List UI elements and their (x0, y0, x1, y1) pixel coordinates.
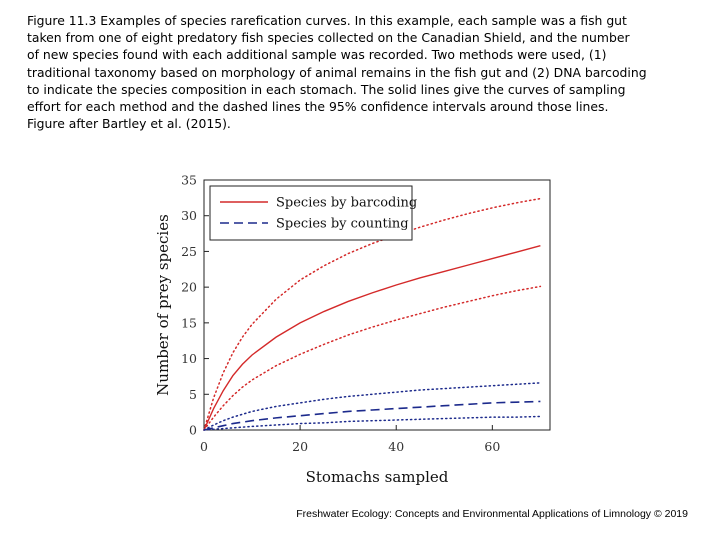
y-tick-label: 35 (181, 173, 197, 188)
caption-line: of new species found with each additiona… (27, 47, 607, 63)
counting-series-line (203, 400, 541, 431)
confidence-interval-line-barcoding (203, 197, 542, 431)
x-axis-label: Stomachs sampled (306, 468, 449, 486)
x-tick-label: 40 (388, 439, 404, 454)
plot-frame (203, 179, 551, 431)
caption-line: to indicate the species composition in e… (27, 81, 626, 97)
footer-credit: Freshwater Ecology: Concepts and Environ… (296, 508, 688, 520)
figure-caption: Figure 11.3 Examples of species rarefica… (27, 12, 697, 132)
chart-svg: 0 5 10 15 20 25 30 35 0 20 40 60 Stomachs sampled Num… (154, 173, 551, 486)
barcoding-series-line (203, 245, 541, 431)
confidence-interval-line-barcoding (203, 285, 542, 431)
legend-label-barcoding: Species by barcoding (276, 196, 417, 211)
y-axis-label: Number of prey species (154, 214, 172, 396)
x-tick-label: 60 (484, 439, 500, 454)
confidence-interval-line-counting (203, 382, 542, 431)
caption-line: Figure 11.3 Examples of species rarefica… (27, 13, 627, 28)
legend-label-counting: Species by counting (276, 217, 409, 232)
confidence-interval-line-counting (203, 415, 542, 431)
rarefaction-chart: 0 5 10 15 20 25 30 35 0 20 40 60 Stomachs sampled Num… (150, 168, 590, 498)
y-tick-label: 5 (189, 387, 197, 402)
y-tick-label: 10 (181, 351, 197, 366)
y-tick-label: 0 (189, 423, 197, 438)
y-tick-label: 20 (181, 280, 197, 295)
legend-box (209, 185, 413, 241)
caption-line: taken from one of eight predatory fish s… (27, 30, 630, 46)
x-tick-label: 20 (292, 439, 308, 454)
y-tick-label: 30 (181, 208, 197, 223)
y-tick-label: 15 (181, 315, 197, 330)
y-tick-label: 25 (181, 244, 197, 259)
x-tick-label: 0 (200, 439, 208, 454)
caption-line: Figure after Bartley et al. (2015). (27, 116, 231, 132)
caption-line: traditional taxonomy based on morphology… (27, 64, 647, 80)
caption-line: effort for each method and the dashed li… (27, 99, 609, 115)
